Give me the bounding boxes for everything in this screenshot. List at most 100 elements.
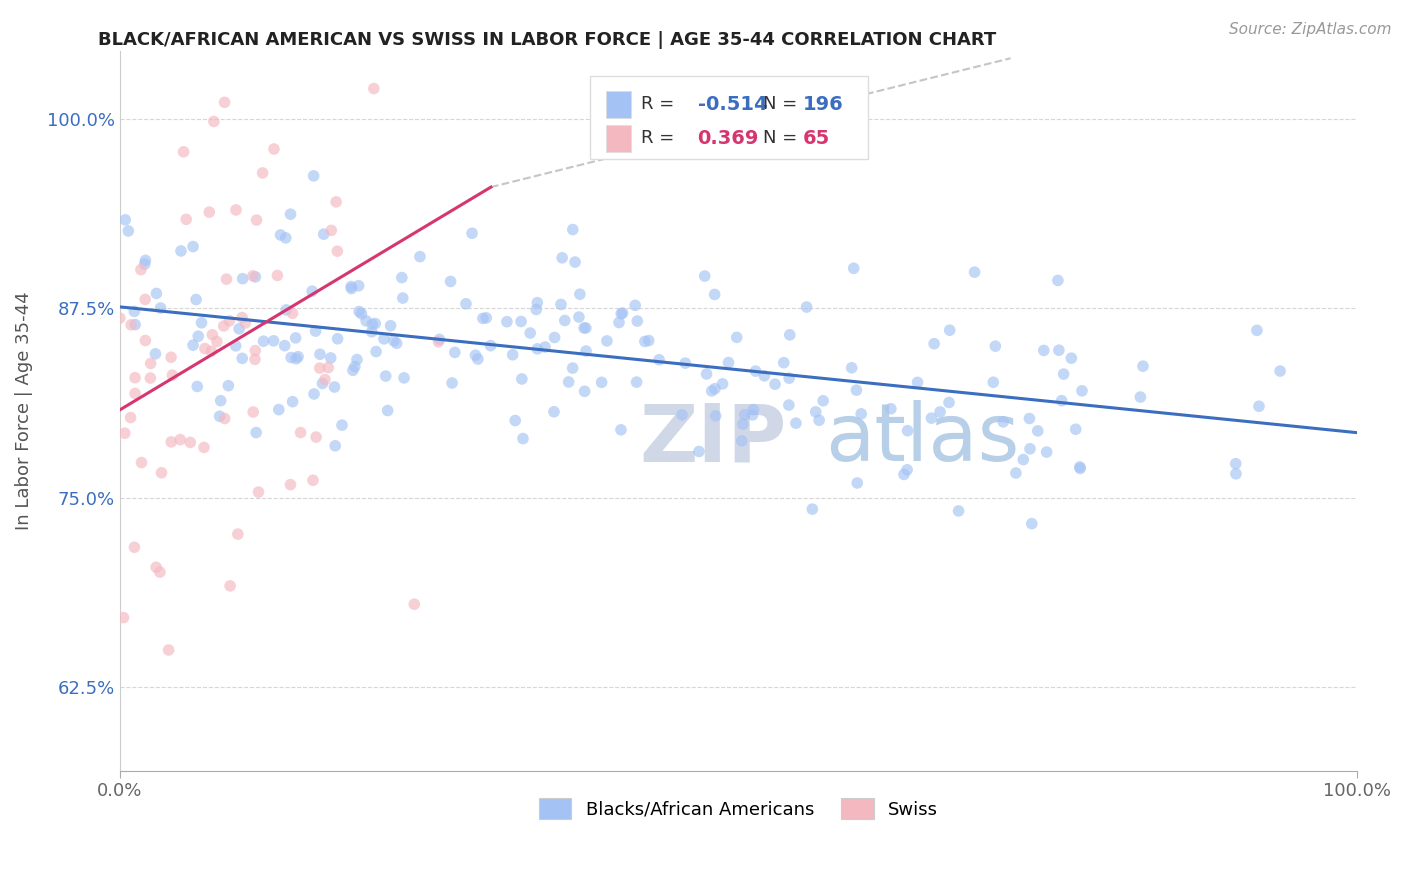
Point xyxy=(145,347,167,361)
Point xyxy=(350,307,373,321)
Point xyxy=(610,307,633,321)
Point xyxy=(124,540,146,554)
Point xyxy=(1035,445,1057,459)
Point xyxy=(170,244,193,258)
Point xyxy=(301,284,323,298)
Point xyxy=(346,352,368,367)
Point xyxy=(219,579,242,593)
Point xyxy=(214,95,236,110)
Point xyxy=(361,318,384,332)
Point xyxy=(202,114,225,128)
Point xyxy=(804,405,827,419)
Point xyxy=(779,327,801,342)
Point xyxy=(1129,390,1152,404)
Point xyxy=(561,361,583,376)
Point xyxy=(763,377,786,392)
Point xyxy=(145,560,167,574)
Point xyxy=(392,371,415,385)
Point xyxy=(637,334,659,348)
Point xyxy=(439,275,461,289)
Point xyxy=(671,408,693,422)
Point xyxy=(134,293,156,307)
Point xyxy=(1069,460,1091,475)
Point xyxy=(273,338,295,352)
Point xyxy=(1225,467,1247,481)
Point xyxy=(134,253,156,268)
Point xyxy=(896,463,918,477)
Point xyxy=(811,393,834,408)
Point xyxy=(564,255,586,269)
Point xyxy=(742,402,765,417)
Point xyxy=(1005,466,1028,480)
Point xyxy=(377,403,399,417)
Point xyxy=(1268,364,1291,378)
Point xyxy=(190,316,212,330)
Point xyxy=(1026,424,1049,438)
Point xyxy=(340,281,363,295)
Text: Source: ZipAtlas.com: Source: ZipAtlas.com xyxy=(1229,22,1392,37)
Point xyxy=(574,384,596,399)
Point xyxy=(108,311,131,326)
Point xyxy=(626,314,648,328)
Point xyxy=(181,338,204,352)
Point xyxy=(785,416,807,430)
Point xyxy=(280,351,302,365)
FancyBboxPatch shape xyxy=(591,76,869,159)
Point xyxy=(673,356,696,370)
Point xyxy=(302,473,325,487)
Point xyxy=(274,231,297,245)
Point xyxy=(187,329,209,343)
Point xyxy=(1047,343,1070,358)
Point xyxy=(880,401,903,416)
Point xyxy=(741,408,763,422)
Point xyxy=(304,324,326,338)
Point xyxy=(731,434,754,448)
Point xyxy=(208,409,231,424)
Point xyxy=(276,302,298,317)
Point xyxy=(467,352,489,367)
Point xyxy=(1071,384,1094,398)
Point xyxy=(1052,367,1074,381)
Point xyxy=(263,142,285,156)
Point xyxy=(841,360,863,375)
Point xyxy=(134,257,156,271)
Point xyxy=(174,212,197,227)
Text: R =: R = xyxy=(641,95,673,113)
Point xyxy=(380,318,402,333)
Point xyxy=(302,169,325,183)
Point xyxy=(242,268,264,283)
Point xyxy=(703,287,725,301)
Point xyxy=(607,316,630,330)
Point xyxy=(340,279,363,293)
Point xyxy=(319,351,342,365)
Point xyxy=(200,344,222,359)
Point xyxy=(778,398,800,412)
Point xyxy=(212,318,235,333)
Point xyxy=(519,326,541,340)
Legend: Blacks/African Americans, Swiss: Blacks/African Americans, Swiss xyxy=(531,791,945,827)
Point xyxy=(711,376,734,391)
Point xyxy=(1069,461,1091,475)
Point xyxy=(284,331,307,345)
Point xyxy=(626,375,648,389)
Point xyxy=(561,222,583,236)
Point xyxy=(366,344,388,359)
Point xyxy=(205,334,228,349)
Text: atlas: atlas xyxy=(825,401,1019,478)
Text: ZIP: ZIP xyxy=(640,401,786,478)
Point xyxy=(252,334,274,349)
Point xyxy=(160,434,183,449)
Point xyxy=(231,351,253,366)
Point xyxy=(245,343,267,358)
Point xyxy=(693,268,716,283)
Point xyxy=(245,269,267,284)
Point xyxy=(343,359,366,374)
Point xyxy=(373,332,395,346)
Point xyxy=(112,610,135,624)
Point xyxy=(120,410,142,425)
Point xyxy=(342,363,364,377)
Point xyxy=(270,227,292,242)
Point xyxy=(796,300,818,314)
Point xyxy=(1046,273,1069,287)
Text: BLACK/AFRICAN AMERICAN VS SWISS IN LABOR FORCE | AGE 35-44 CORRELATION CHART: BLACK/AFRICAN AMERICAN VS SWISS IN LABOR… xyxy=(98,31,997,49)
